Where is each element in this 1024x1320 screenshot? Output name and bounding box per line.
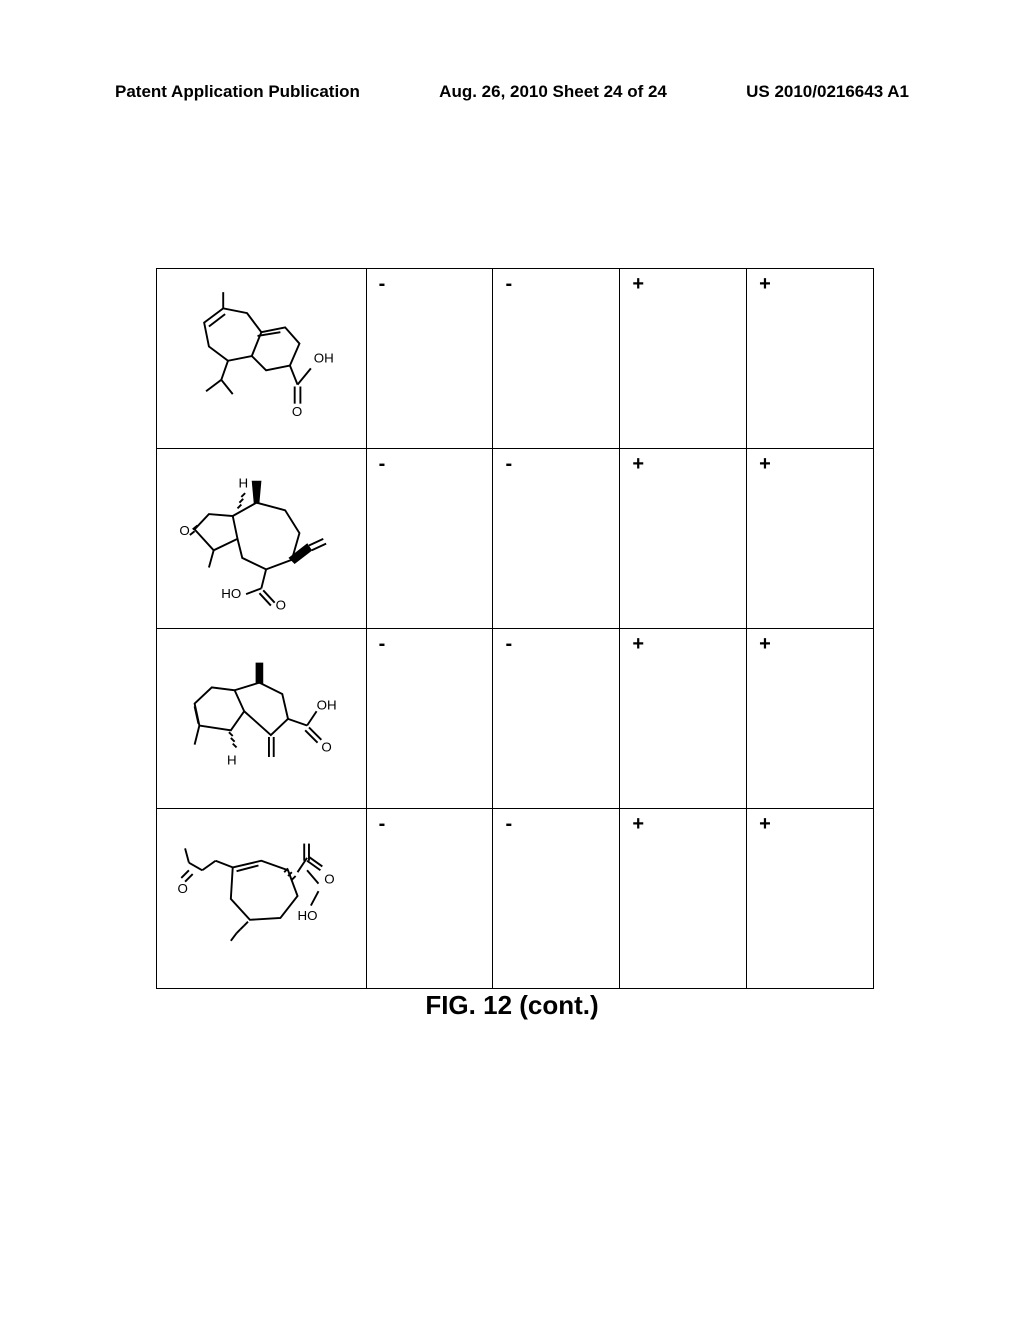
header-publication-type: Patent Application Publication (115, 82, 360, 102)
mol-label: O (177, 881, 187, 896)
data-cell: + (747, 269, 874, 449)
data-cell: + (620, 449, 747, 629)
structure-cell: OH O (157, 269, 367, 449)
data-cell: + (620, 269, 747, 449)
data-cell: + (747, 449, 874, 629)
mol-label: H (238, 475, 248, 490)
data-cell: - (493, 809, 620, 989)
table: OH O - - + + (156, 268, 874, 989)
compound-table: OH O - - + + (156, 268, 874, 989)
molecule-structure-4: O O HO (165, 815, 358, 977)
molecule-structure-1: OH O (165, 275, 358, 437)
mol-label: O (179, 523, 189, 538)
mol-label: H (227, 753, 237, 768)
table-row: OH O - - + + (157, 269, 874, 449)
header-patent-number: US 2010/0216643 A1 (746, 82, 909, 102)
mol-label: HO (298, 908, 318, 923)
molecule-structure-3: OH O H (165, 635, 358, 797)
figure-caption: FIG. 12 (cont.) (0, 990, 1024, 1021)
mol-label: HO (221, 586, 241, 601)
mol-label: O (324, 872, 334, 887)
structure-cell: O O HO (157, 809, 367, 989)
table-row: OH O H - - + + (157, 629, 874, 809)
data-cell: + (620, 809, 747, 989)
table-row: O O HO - - + + (157, 809, 874, 989)
data-cell: + (747, 809, 874, 989)
mol-label: O (321, 739, 331, 754)
patent-header: Patent Application Publication Aug. 26, … (0, 82, 1024, 102)
mol-label: O (292, 404, 302, 419)
structure-cell: H O HO O (157, 449, 367, 629)
table-row: H O HO O - - + + (157, 449, 874, 629)
data-cell: - (366, 629, 493, 809)
structure-cell: OH O H (157, 629, 367, 809)
header-date-sheet: Aug. 26, 2010 Sheet 24 of 24 (439, 82, 667, 102)
data-cell: - (493, 629, 620, 809)
mol-label: OH (314, 351, 334, 366)
mol-label: OH (317, 697, 337, 712)
data-cell: - (493, 269, 620, 449)
molecule-structure-2: H O HO O (165, 455, 358, 617)
data-cell: - (493, 449, 620, 629)
data-cell: - (366, 269, 493, 449)
data-cell: - (366, 809, 493, 989)
data-cell: + (747, 629, 874, 809)
data-cell: - (366, 449, 493, 629)
mol-label: O (276, 597, 286, 612)
data-cell: + (620, 629, 747, 809)
